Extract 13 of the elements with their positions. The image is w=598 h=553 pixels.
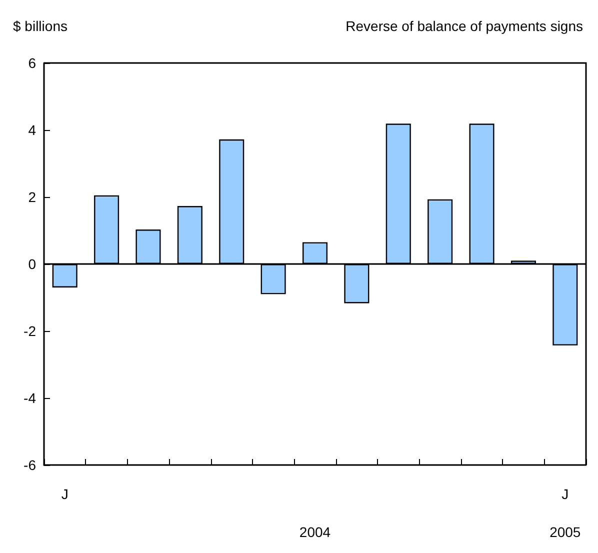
text: 2004 bbox=[299, 524, 331, 540]
y-tick-label: 4 bbox=[28, 122, 36, 138]
y-tick-label: -2 bbox=[24, 323, 36, 339]
y-tick-label: 2 bbox=[28, 189, 36, 205]
x-tick-label: J bbox=[61, 486, 68, 502]
x-tick-label: J bbox=[562, 486, 569, 502]
y-tick-label: -4 bbox=[24, 390, 36, 406]
y-tick-label: 0 bbox=[28, 256, 36, 272]
y-axis-title: $ billions bbox=[13, 18, 68, 34]
chart-title: Reverse of balance of payments signs bbox=[346, 18, 584, 34]
y-tick-label: 6 bbox=[28, 55, 36, 71]
text: 2005 bbox=[550, 524, 581, 540]
y-tick-label: -6 bbox=[24, 457, 36, 473]
